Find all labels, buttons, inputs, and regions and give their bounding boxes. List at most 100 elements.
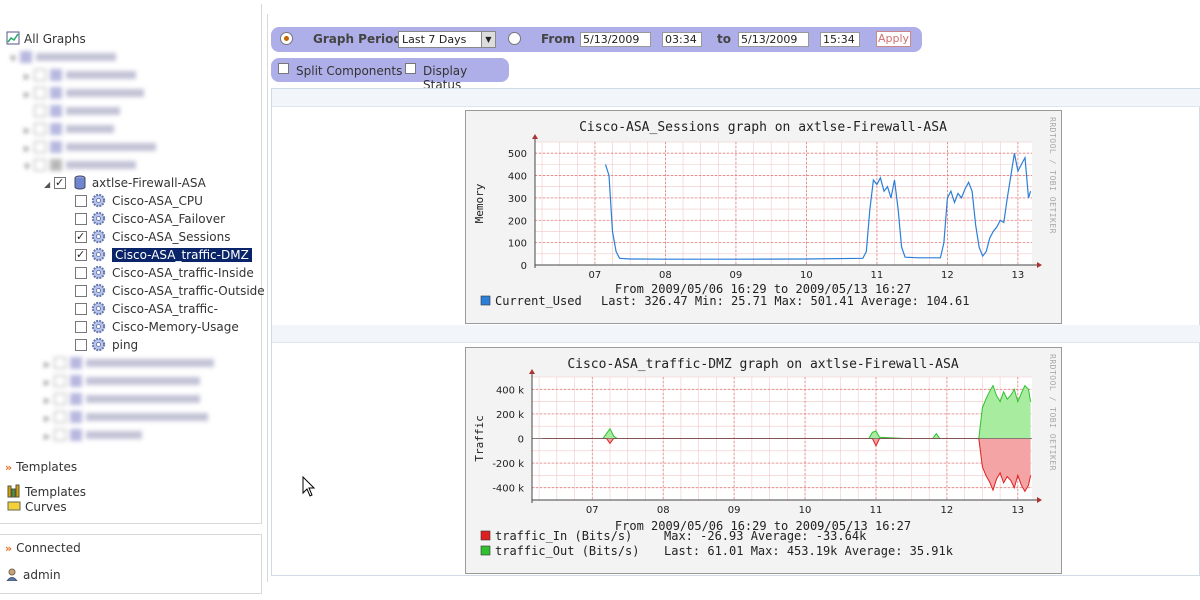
tree-hostgroup-row[interactable]: ▶ <box>24 138 156 156</box>
display-status-checkbox[interactable] <box>405 63 416 74</box>
graph-title: Cisco-ASA_Sessions graph on axtlse-Firew… <box>579 120 947 135</box>
plot-background <box>535 142 1032 265</box>
x-tick-label: 13 <box>1012 270 1025 281</box>
custom-range-radio[interactable] <box>508 32 521 45</box>
graph-separator <box>272 89 1200 107</box>
period-radio[interactable] <box>280 32 293 45</box>
service-label: Cisco-ASA_traffic-DMZ <box>112 248 252 262</box>
period-select[interactable]: Last 7 Days ▼ <box>398 31 496 48</box>
tree-service-item[interactable]: Cisco-ASA_traffic-Outside <box>75 282 265 300</box>
service-checkbox[interactable] <box>75 195 87 207</box>
service-label: Cisco-ASA_Sessions <box>112 230 231 244</box>
tree-service-item[interactable]: Cisco-ASA_Failover <box>75 210 225 228</box>
tree-host-row[interactable]: ▶ <box>44 354 214 372</box>
y-tick-label: 200 <box>508 216 527 227</box>
tree-root[interactable]: All Graphs <box>6 30 86 48</box>
tree-host-row[interactable]: ▶ <box>44 426 142 444</box>
tree-service-item[interactable]: Cisco-ASA_traffic-Inside <box>75 264 254 282</box>
collapse-arrow-icon[interactable]: ◢ <box>44 180 51 189</box>
tree-service-item[interactable]: Cisco-ASA_traffic- <box>75 300 218 318</box>
x-tick-label: 12 <box>941 505 954 516</box>
gear-icon <box>91 283 106 298</box>
tree-service-item[interactable]: Cisco-ASA_traffic-DMZ <box>75 246 252 264</box>
legend-swatch <box>480 530 491 541</box>
host-label: axtlse-Firewall-ASA <box>91 176 206 190</box>
host-checkbox[interactable] <box>54 174 66 192</box>
connected-panel: » Connected admin <box>0 534 262 594</box>
x-tick-label: 12 <box>941 270 954 281</box>
service-checkbox[interactable] <box>75 285 87 297</box>
tree-host-row[interactable]: ▶ <box>44 372 200 390</box>
connected-header[interactable]: » Connected <box>5 541 81 555</box>
legend-series-name: Current_Used <box>495 294 582 308</box>
legend-stats: Max: -26.93 Average: -33.64k <box>664 529 867 543</box>
y-tick-label: 500 <box>508 149 527 160</box>
x-axis-arrow-icon <box>1037 497 1042 503</box>
split-components-label[interactable]: Split Components <box>296 64 403 78</box>
templates-header[interactable]: » Templates <box>5 460 77 474</box>
legend-swatch <box>480 545 491 556</box>
graph-area: 07 08 09 10 11 12 13 0 100 200 300 400 500 Cisco-ASA_… <box>271 88 1200 576</box>
graph-period-label: Graph Period <box>313 32 402 46</box>
x-tick-label: 11 <box>871 270 884 281</box>
tree-host[interactable]: ◢ axtlse-Firewall-ASA <box>44 174 206 192</box>
tree-host-row[interactable]: ▶ <box>44 408 208 426</box>
double-chevron-icon: » <box>5 461 13 474</box>
service-checkbox[interactable] <box>75 339 87 351</box>
from-date-input[interactable]: 5/13/2009 <box>580 32 651 47</box>
tree-host-row[interactable]: ▶ <box>44 390 200 408</box>
tree-hostgroup-row[interactable]: ▶ <box>24 120 114 138</box>
from-label: From <box>541 32 576 46</box>
tree-hostgroup-row[interactable]: ▼ <box>24 156 136 174</box>
service-checkbox[interactable] <box>75 228 87 246</box>
templates-link[interactable]: Templates <box>7 483 86 501</box>
service-checkbox[interactable] <box>75 246 87 264</box>
sessions-graph-svg: 07 08 09 10 11 12 13 0 100 200 300 400 500 Cisco-ASA_… <box>473 117 1057 308</box>
connected-user: admin <box>6 566 61 584</box>
gear-icon <box>91 193 106 208</box>
legend-stats: Last: 326.47 Min: 25.71 Max: 501.41 Aver… <box>601 294 969 308</box>
templates-header-label: Templates <box>16 460 78 474</box>
service-label: ping <box>112 338 139 352</box>
gear-icon <box>91 229 106 244</box>
y-tick-label: 0 <box>521 261 527 272</box>
from-time-input[interactable]: 03:34 <box>662 32 702 47</box>
y-tick-label: 300 <box>508 194 527 205</box>
split-components-checkbox[interactable] <box>278 63 289 74</box>
legend-series-name: traffic_Out (Bits/s) <box>495 544 640 558</box>
gear-icon <box>91 319 106 334</box>
tree-service-item[interactable]: Cisco-ASA_Sessions <box>75 228 231 246</box>
service-label: Cisco-ASA_traffic-Outside <box>112 284 265 298</box>
x-tick-label: 08 <box>659 270 672 281</box>
templates-icon <box>7 484 20 498</box>
service-checkbox[interactable] <box>75 213 87 225</box>
tree-hostgroups[interactable]: ▼ <box>10 48 116 66</box>
tree-hostgroup-row[interactable]: ▶ <box>24 84 144 102</box>
tree-service-item[interactable]: ping <box>75 336 138 354</box>
legend-swatch <box>480 295 491 306</box>
gear-icon <box>91 265 106 280</box>
traffic-dmz-graph: 07 08 09 10 11 12 13 400 k 200 k 0 -200 k -400 k Cis… <box>465 347 1062 574</box>
service-label: Cisco-ASA_Failover <box>112 212 226 226</box>
tree-service-item[interactable]: Cisco-Memory-Usage <box>75 318 239 336</box>
service-checkbox[interactable] <box>75 267 87 279</box>
x-tick-label: 07 <box>589 270 602 281</box>
y-tick-label: 0 <box>518 435 524 446</box>
service-checkbox[interactable] <box>75 321 87 333</box>
y-tick-label: -400 k <box>492 484 524 495</box>
to-time-input[interactable]: 15:34 <box>820 32 860 47</box>
tree-hostgroup-row[interactable] <box>24 102 120 120</box>
service-label: Cisco-ASA_traffic- <box>112 302 218 316</box>
to-date-input[interactable]: 5/13/2009 <box>738 32 809 47</box>
tree-service-item[interactable]: Cisco-ASA_CPU <box>75 192 203 210</box>
curves-link[interactable]: Curves <box>7 498 67 516</box>
graphs-icon <box>6 31 20 45</box>
x-tick-label: 09 <box>730 270 743 281</box>
tree-hostgroup-row[interactable]: ▶ <box>24 66 136 84</box>
service-checkbox[interactable] <box>75 303 87 315</box>
pane-divider[interactable] <box>267 14 268 582</box>
user-icon <box>6 568 18 582</box>
apply-button[interactable]: Apply <box>876 31 911 47</box>
sessions-graph: 07 08 09 10 11 12 13 0 100 200 300 400 500 Cisco-ASA_… <box>465 110 1062 324</box>
legend-series-name: traffic_In (Bits/s) <box>495 529 632 543</box>
